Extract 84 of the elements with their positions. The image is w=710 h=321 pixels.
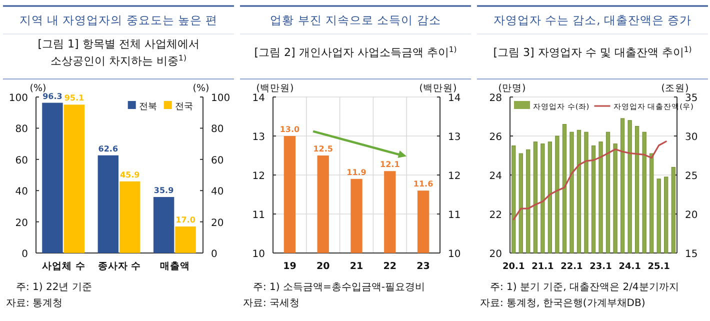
data-label: 62.6	[98, 144, 118, 154]
y2-tick-label: 35	[685, 93, 698, 104]
y-tick-label: 24	[489, 171, 502, 182]
y-tick-label: 100	[8, 93, 28, 104]
bar	[175, 226, 196, 253]
bar	[153, 196, 174, 253]
chart-title: 업황 부진 지속으로 소득이 감소	[270, 13, 441, 27]
legend-label: 전북	[138, 102, 157, 112]
y-tick-label: 20	[15, 218, 28, 229]
y2-tick-label: 11	[448, 210, 461, 221]
chart-subtitle: [그림 1] 항목별 전체 사업체에서 소상공인이 차지하는 비중$^{1)}$	[38, 38, 200, 68]
y2-tick-label: 80	[211, 124, 224, 136]
y-axis-title: (%)	[30, 83, 46, 94]
y-tick-label: 14	[252, 93, 265, 104]
y-axis-title: (만명)	[498, 83, 526, 94]
data-label: 35.9	[154, 186, 174, 195]
bar	[42, 102, 63, 253]
data-label: 12.5	[313, 144, 334, 154]
y2-tick-label: 10	[448, 249, 461, 260]
y2-tick-label: 0	[211, 249, 218, 260]
x-tick-label: 20.1	[502, 262, 525, 272]
y2-tick-label: 13	[448, 132, 461, 143]
y2-tick-label: 20	[211, 218, 224, 229]
x-tick-label: 23.1	[590, 262, 612, 272]
y-tick-label: 10	[252, 249, 265, 260]
chart-subtitle: [그림 2] 개인사업자 사업소득금액 추이$^{1)}$	[254, 44, 457, 59]
y2-axis-title: (백만원)	[419, 83, 457, 94]
y-axis-title: (백만원)	[256, 83, 294, 94]
legend-label: 전국	[174, 102, 193, 112]
text: 자료: 국세청	[243, 298, 300, 309]
x-tick-label: 25.1	[648, 262, 670, 272]
y2-axis-title: (조원)	[661, 83, 689, 94]
chart-title: 자영업자 수는 감소, 대출잔액은 증가	[493, 13, 692, 27]
text: 주: 1) 소득금액=총수입금액-필요경비	[253, 282, 425, 293]
text: 자료: 통계청	[6, 298, 63, 309]
x-tick-label: 20	[316, 261, 330, 272]
chart-subtitle: [그림 3] 자영업자 수 및 대출잔액 추이$^{1)}$	[493, 44, 692, 59]
x-tick-label: 21	[350, 261, 364, 272]
text: 주: 1) 분기 기준, 대출잔액은 2/4분기까지	[490, 282, 679, 293]
y2-tick-label: 12	[448, 171, 461, 182]
line-series	[512, 140, 667, 220]
y-tick-label: 80	[15, 124, 28, 136]
y-tick-label: 40	[15, 186, 28, 198]
bar	[64, 104, 85, 253]
y2-tick-label: 100	[211, 93, 230, 104]
y2-tick-label: 30	[685, 132, 698, 143]
x-tick-label: 22	[383, 261, 397, 272]
x-tick-label: 21.1	[532, 262, 554, 272]
y2-tick-label: 20	[685, 210, 698, 221]
x-tick-label: 23	[416, 261, 430, 272]
chart-title: 지역 내 자영업자의 중요도는 높은 편	[19, 13, 218, 27]
y-tick-label: 20	[489, 249, 502, 260]
y-tick-label: 12	[252, 171, 265, 182]
x-tick-label: 24.1	[618, 262, 641, 272]
x-tick-label: 종사자 수	[98, 261, 142, 272]
y-tick-label: 26	[489, 132, 502, 143]
y2-tick-label: 40	[211, 186, 224, 198]
data-label: 11.9	[346, 168, 367, 177]
data-label: 96.3	[42, 92, 62, 101]
text: 자료: 통계청, 한국은행(가계부채DB)	[480, 298, 646, 309]
y2-tick-label: 15	[685, 249, 698, 260]
y-tick-label: 13	[252, 132, 265, 143]
y-tick-label: 11	[252, 210, 265, 221]
y-tick-label: 0	[22, 249, 28, 260]
x-tick-label: 19	[283, 261, 296, 272]
data-label: 11.6	[413, 180, 434, 189]
data-label: 17.0	[176, 215, 196, 224]
y2-axis-title: (%)	[192, 83, 210, 94]
text: 주: 1) 22년 기준	[16, 282, 92, 293]
y2-tick-label: 60	[211, 155, 224, 166]
x-tick-label: 매출액	[160, 261, 190, 272]
y-tick-label: 22	[489, 210, 502, 221]
y2-tick-label: 14	[448, 93, 461, 104]
x-tick-label: 사업체 수	[42, 261, 86, 272]
bar	[98, 155, 118, 253]
bar	[120, 181, 140, 253]
data-label: 12.1	[380, 160, 400, 170]
data-label: 95.1	[64, 94, 84, 103]
data-label: 13.0	[280, 125, 300, 134]
data-label: 45.9	[120, 170, 140, 180]
y2-tick-label: 25	[685, 171, 698, 182]
y-tick-label: 60	[15, 155, 28, 166]
y-tick-label: 28	[489, 93, 502, 104]
x-tick-label: 22.1	[560, 262, 583, 272]
